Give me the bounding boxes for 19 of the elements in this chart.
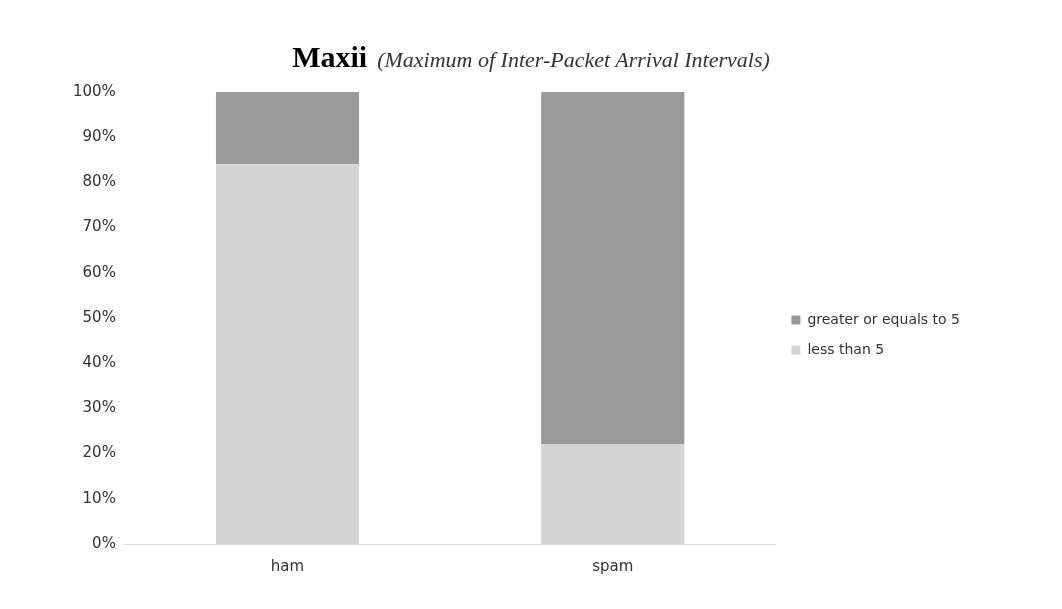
y-tick-label: 10% <box>82 488 116 507</box>
bar <box>215 92 360 165</box>
y-tick-label: 50% <box>82 307 116 326</box>
legend-label: less than 5 <box>807 340 885 357</box>
y-tick-label: 80% <box>82 172 116 191</box>
bar <box>541 92 685 445</box>
y-tick-label: 90% <box>82 127 116 146</box>
y-tick-label: 100% <box>72 81 116 100</box>
y-tick-label: 60% <box>82 262 116 281</box>
x-tick-label: spam <box>592 556 634 575</box>
y-tick-label: 20% <box>82 443 116 462</box>
chart-title: Maxii <box>292 40 368 73</box>
y-tick-label: 30% <box>82 398 116 417</box>
y-tick-label: 70% <box>82 217 116 236</box>
legend-label: greater or equals to 5 <box>807 310 960 327</box>
y-tick-label: 0% <box>92 533 116 552</box>
x-tick-label: ham <box>270 556 305 575</box>
y-tick-label: 40% <box>82 353 116 372</box>
chart-subtitle: (Maximum of Inter-Packet Arrival Intervals) <box>377 47 770 72</box>
